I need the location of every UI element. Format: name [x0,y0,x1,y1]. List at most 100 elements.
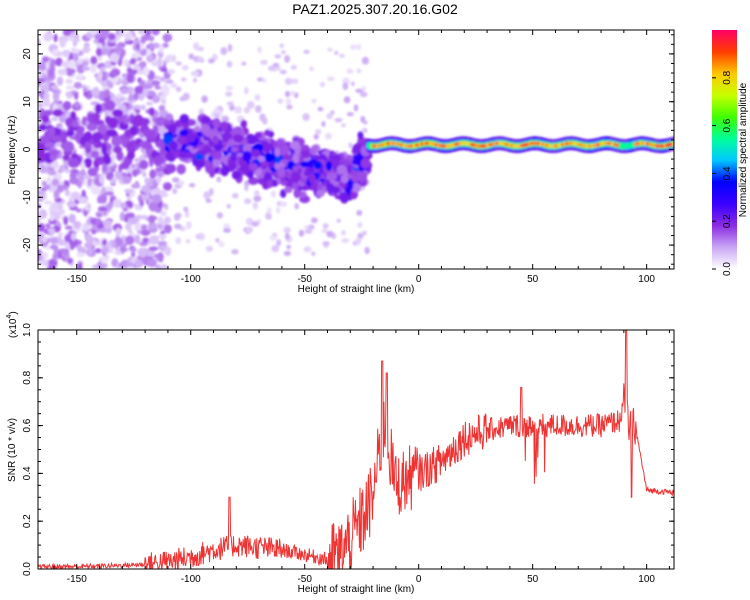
spectrogram-cell [70,232,77,241]
spectrogram-cell [267,65,275,71]
spectrogram-cell [271,190,276,198]
x-tick-label: 0 [416,274,422,285]
spectrogram-cell [341,230,346,236]
spectrogram-cell [131,69,138,75]
spectrogram-cell [147,221,158,230]
spectrogram-cell [230,153,237,163]
spectrogram-cell [76,252,86,258]
spectrogram-cell [279,43,284,49]
spectrogram-cell [144,177,150,184]
spectrogram-cell [310,182,318,191]
spectrogram-cell [352,143,362,154]
spectrogram-cell [247,177,259,185]
spectrogram-cell [158,104,166,112]
spectrogram-cell [47,227,56,234]
spectrogram-cell [146,54,154,63]
spectrogram-cell [353,104,359,112]
spectrogram-cell [148,35,155,42]
spectrogram-cell [140,229,151,236]
spectrogram-cell [139,159,149,170]
spectrogram-cell [234,106,242,114]
spectrogram-cell [119,87,129,95]
spectrogram-cell [334,118,343,123]
spectrogram-cell [38,102,44,108]
spectrogram-cell [124,188,134,194]
spectrogram-cell [137,30,147,35]
spectrogram-cell [50,160,59,170]
spectrogram-cell [322,241,330,246]
spectrogram-cell [251,163,258,172]
spectrogram-cell [119,245,127,253]
spectrogram-cell [127,228,133,234]
spectrogram-cell [356,210,363,216]
spectrogram-cell [220,120,229,132]
spectrogram-cell [40,85,50,91]
spectrogram-cell [132,92,139,101]
snr-y-label: SNR (10 * v/v) [7,418,18,482]
spectrogram-cell [64,188,70,197]
spectrogram-cell [151,194,162,204]
spectrogram-cell [91,186,101,196]
spectrogram-cell [300,149,311,159]
spectrogram-cell [62,30,72,37]
spectrogram-cell [104,191,115,196]
spectrogram-cell [84,205,90,211]
spectrogram-cell [353,153,365,160]
spectrogram-cell [303,246,312,253]
spectrogram-cell [42,97,51,108]
spectrogram-cell [82,223,89,232]
spectrogram-cell [247,134,257,145]
spectrogram-cell [124,200,134,210]
spectrogram-cell [326,230,334,238]
spectrogram-cell [88,30,99,35]
x-tick-label: 100 [638,274,655,285]
spectrogram-cell [122,176,132,184]
spectrogram-cell [355,237,362,245]
spectrogram-cell [247,100,255,109]
spectrogram-cell [106,129,118,137]
spectrogram-cell [170,82,178,89]
spectrogram-cell [126,141,134,153]
spectrogram-cell [101,163,108,173]
spectrogram-cell [257,46,262,54]
spectrogram-cell [110,68,121,77]
spectrogram-cell [195,233,200,240]
spectrogram-cell [225,91,233,97]
spectrogram-cell [48,149,60,156]
spectrogram-cell [121,172,128,177]
spectrogram-cell [75,208,82,213]
spectrogram-cell [38,137,50,144]
spectrogram-cell [153,155,164,164]
spectrogram-cell [38,259,49,266]
spectrogram-cell [321,121,326,127]
spectrogram-cell [277,166,286,178]
spectrogram-cell [100,66,106,71]
spectrogram-cell [52,252,58,261]
spectrogram-cell [43,32,53,42]
x-tick-label: -100 [181,274,201,285]
spectrogram-cell [149,235,160,245]
spectrogram-cell [50,116,59,122]
spectrogram-cell [279,69,287,75]
spectrogram-cell [129,246,137,253]
spectrogram-cell [92,133,101,143]
spectrogram-cell [226,203,231,209]
spectrogram-cell [158,95,167,101]
spectrogram-cell [191,70,200,77]
spectrogram-cell [142,237,149,243]
spectrogram-cell [71,120,80,128]
spectrogram-cell [201,95,208,103]
spectrogram-cell [64,225,73,230]
spectrogram-cell [266,213,272,220]
spectrogram-cell [137,247,147,257]
spectrogram-cell [128,93,134,102]
spectrogram-cell [327,76,335,82]
spectrogram-x-ticks: -150 -100 -50 0 50 100 [53,30,670,285]
spectrogram-cell [157,240,168,247]
spectrogram-cell [104,71,109,81]
snr-series-line [38,330,674,569]
spectrogram-cell [120,104,126,112]
spectrogram-cell [130,266,136,269]
spectrogram-cell [241,61,247,66]
spectrogram-cell [326,47,333,52]
